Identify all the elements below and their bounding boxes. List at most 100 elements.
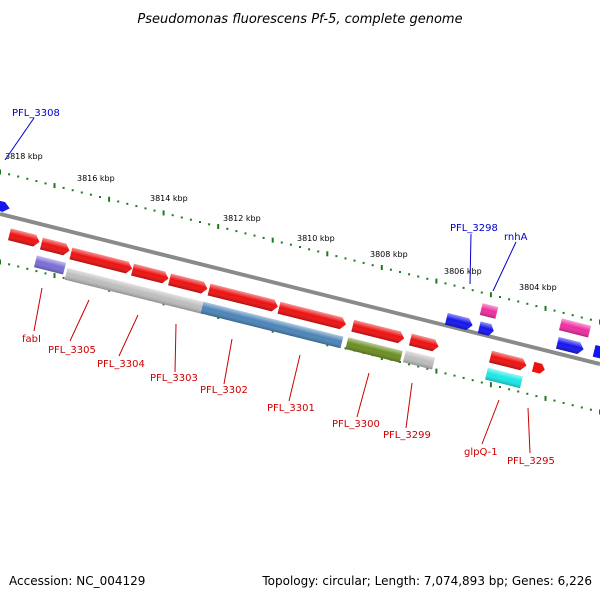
scale-tick-minor [553, 309, 556, 312]
scale-tick-minor [462, 376, 465, 379]
scale-tick-minor [417, 275, 420, 278]
scale-tick-minor [180, 216, 183, 219]
gene-label-pfl3298[interactable]: PFL_3298 [450, 223, 498, 234]
scale-tick-minor [299, 246, 301, 248]
scale-tick-major [489, 382, 492, 388]
gene-reverse[interactable] [402, 350, 436, 370]
gene-reverse[interactable] [33, 255, 67, 275]
scale-tick-minor [62, 186, 65, 189]
gene-magenta-forward[interactable] [479, 303, 499, 319]
gene-forward[interactable] [207, 283, 280, 313]
scale-tick-minor [499, 386, 501, 388]
scale-tick-minor [8, 263, 11, 266]
gene-forward[interactable] [168, 273, 209, 295]
scale-tick-minor [353, 259, 356, 262]
gene-forward[interactable] [277, 301, 348, 330]
scale-tick-major [108, 196, 111, 202]
gene-reverse[interactable] [200, 301, 344, 349]
scale-tick-minor [44, 182, 47, 185]
scale-tick-minor [35, 180, 38, 183]
scale-tick-minor [262, 236, 265, 239]
scale-tick-minor [517, 390, 520, 393]
scale-tick-minor [580, 406, 583, 409]
gene-label-pfl3295[interactable]: PFL_3295 [507, 456, 555, 467]
scale-tick-major [53, 273, 56, 279]
scale-tick-minor [208, 223, 211, 226]
gene-label-pfl3299[interactable]: PFL_3299 [383, 430, 431, 441]
topology-text: Topology: circular; Length: 7,074,893 bp… [261, 574, 592, 588]
scale-tick-major [380, 265, 383, 270]
scale-tick-major [435, 278, 438, 284]
gene-reverse[interactable] [485, 367, 523, 389]
map-title: Pseudomonas fluorescens Pf-5, complete g… [137, 12, 462, 27]
gene-reverse[interactable] [531, 361, 546, 375]
gene-blue-forward[interactable] [592, 344, 600, 360]
scale-tick-minor [344, 347, 347, 350]
scale-tick-minor [417, 365, 420, 368]
scale-tick-minor [44, 272, 47, 275]
gene-forward[interactable] [39, 237, 71, 257]
gene-forward[interactable] [351, 319, 405, 344]
scale-tick-minor [280, 241, 283, 244]
scale-tick-minor [117, 200, 120, 203]
gene-magenta-forward[interactable] [558, 318, 592, 338]
leader-lines-top [4, 117, 517, 292]
scale-tick-minor [126, 202, 129, 205]
scale-tick-minor [253, 234, 256, 237]
scale-tick-minor [517, 300, 520, 303]
gene-label-pfl3301[interactable]: PFL_3301 [267, 403, 315, 414]
scale-tick-minor [553, 399, 556, 402]
gene-reverse[interactable] [345, 337, 403, 363]
scale-tick-minor [235, 230, 238, 233]
gene-forward[interactable] [69, 247, 133, 275]
gene-label-pfl3308[interactable]: PFL_3308 [12, 108, 60, 119]
gene-label-pfl3300[interactable]: PFL_3300 [332, 419, 380, 430]
scale-tick-major [489, 292, 492, 298]
scale-tick-major [0, 169, 1, 175]
gene-blue-forward[interactable] [477, 321, 495, 336]
gene-blue-forward[interactable] [444, 313, 474, 331]
scale-tick-minor [399, 271, 401, 273]
gene-label-pfl3304[interactable]: PFL_3304 [97, 359, 145, 370]
gene-forward[interactable] [131, 263, 170, 285]
gene-blue-forward[interactable] [0, 200, 11, 213]
scale-tick-minor [362, 261, 365, 264]
scale-tick-minor [408, 273, 411, 276]
scale-tick-minor [99, 196, 101, 198]
scale-tick-minor [26, 177, 29, 180]
scale-tick-minor [480, 381, 483, 384]
gene-label-rnha[interactable]: rnhA [504, 232, 528, 243]
scale-tick-minor [408, 363, 411, 366]
gene-forward[interactable] [7, 228, 41, 248]
scale-tick-minor [580, 316, 583, 319]
scale-tick-minor [17, 265, 20, 268]
scale-tick-major [162, 210, 165, 216]
scale-tick-minor [399, 361, 401, 363]
scale-tick-minor [62, 276, 65, 279]
scale-tick-minor [562, 311, 565, 314]
scale-tick-minor [226, 227, 229, 230]
gene-label-glpq1[interactable]: glpQ-1 [464, 447, 498, 458]
scale-tick-minor [508, 388, 511, 391]
reverse-strand [33, 255, 546, 389]
gene-label-pfl3305[interactable]: PFL_3305 [48, 345, 96, 356]
gene-label-pfl3302[interactable]: PFL_3302 [200, 385, 248, 396]
gene-label-fabi[interactable]: fabI [22, 334, 41, 345]
gene-blue-forward[interactable] [555, 337, 585, 355]
scale-tick-minor [508, 298, 511, 301]
scale-tick-minor [471, 379, 474, 382]
scale-tick-major [326, 251, 329, 257]
gene-forward[interactable] [408, 333, 440, 353]
scale-tick-minor [471, 289, 474, 292]
gene-label-pfl3303[interactable]: PFL_3303 [150, 373, 198, 384]
gene-reverse[interactable] [64, 267, 206, 315]
scale-tick-major [53, 183, 56, 189]
scale-tick-minor [526, 302, 529, 305]
scale-tick-minor [535, 395, 538, 398]
scale-tick-minor [571, 404, 574, 407]
scale-tick-minor [389, 268, 392, 271]
gene-reverse[interactable] [489, 350, 528, 372]
scale-tick-minor [144, 207, 147, 210]
scale-tick-minor [189, 218, 192, 221]
scale-tick-minor [344, 257, 347, 260]
